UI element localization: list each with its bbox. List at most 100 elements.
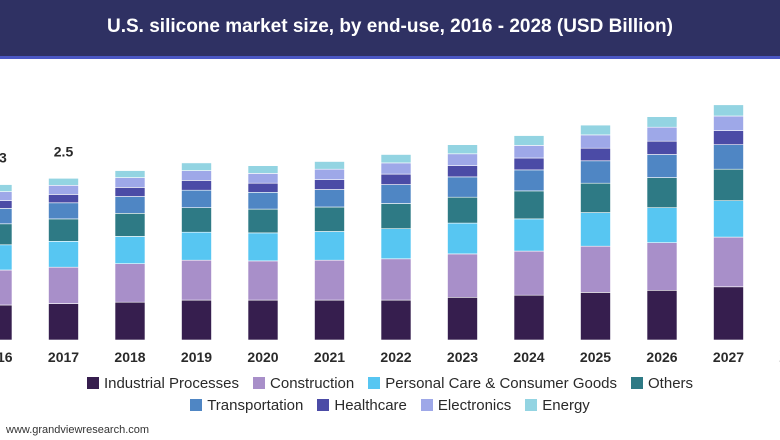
- bar-segment-2016-energy: [0, 184, 13, 192]
- legend-item-electronics: Electronics: [420, 396, 512, 414]
- bar-segment-2018-energy: [114, 170, 146, 178]
- legend-swatch-construction: [253, 377, 266, 389]
- source-credit: www.grandviewresearch.com: [6, 424, 150, 436]
- x-tick-label-2022: 2022: [380, 349, 411, 365]
- bar-segment-2020-personal-care-consumer-goods: [247, 232, 279, 262]
- bar-segment-2018-construction: [114, 263, 146, 303]
- bar-segment-2024-others: [513, 190, 545, 220]
- bar-segment-2025-industrial-processes: [580, 292, 611, 341]
- bar-segment-2016-healthcare: [0, 200, 13, 209]
- stacked-bar-chart: 2016 2.3 2017 2.5 2018 2019 2020 2021 2022 2023 20…: [0, 89, 780, 365]
- bar-segment-2017-transportation: [48, 202, 79, 220]
- bar-segment-2016-transportation: [0, 208, 13, 225]
- legend-label-electronics: Electronics: [437, 396, 512, 414]
- legend-label-healthcare: Healthcare: [334, 396, 407, 414]
- bar-segment-2024-healthcare: [513, 157, 545, 171]
- bar-segment-2022-construction: [380, 258, 412, 301]
- legend-item-healthcare: Healthcare: [317, 397, 407, 414]
- legend-label-others: Others: [648, 374, 694, 392]
- bar-segment-2019-construction: [181, 259, 212, 301]
- x-tick-label-2023: 2023: [447, 349, 478, 365]
- bar-segment-2018-others: [114, 213, 146, 237]
- bar-segment-2020-electronics: [247, 173, 279, 184]
- title-bar: U.S. silicone market size, by end-use, 2…: [0, 0, 780, 56]
- bar-segment-2019-industrial-processes: [181, 299, 212, 341]
- bar-segment-2025-energy: [580, 124, 611, 136]
- bar-segment-2020-healthcare: [247, 182, 279, 193]
- legend-swatch-electronics: [420, 399, 433, 411]
- bar-segment-2026-electronics: [646, 126, 678, 142]
- legend-item-construction: Construction: [253, 375, 354, 392]
- bar-segment-2022-personal-care-consumer-goods: [380, 228, 412, 260]
- bar-segment-2024-electronics: [513, 145, 545, 159]
- legend-item-others: Others: [631, 375, 693, 392]
- bar-segment-2027-construction: [713, 236, 744, 288]
- bar-segment-2021-personal-care-consumer-goods: [314, 231, 345, 261]
- legend-item-personal-care-consumer-goods: Personal Care & Consumer Goods: [368, 375, 617, 392]
- bar-segment-2025-personal-care-consumer-goods: [580, 212, 611, 247]
- bar-segment-2016-others: [0, 223, 13, 246]
- bar-segment-2016-personal-care-consumer-goods: [0, 244, 13, 271]
- bar-segment-2027-electronics: [713, 115, 744, 131]
- bar-segment-2026-industrial-processes: [646, 290, 678, 341]
- bar-segment-2026-energy: [646, 116, 678, 128]
- legend-label-personal-care-consumer-goods: Personal Care & Consumer Goods: [385, 374, 618, 392]
- bar-segment-2018-transportation: [114, 196, 146, 214]
- bar-segment-2027-others: [713, 168, 744, 201]
- data-label-2017: 2.5: [54, 143, 74, 159]
- legend-swatch-transportation: [190, 399, 203, 411]
- x-tick-label-2027: 2027: [713, 349, 744, 365]
- bar-segment-2016-industrial-processes: [0, 304, 13, 341]
- bar-segment-2017-energy: [48, 178, 79, 186]
- bar-segment-2024-energy: [513, 135, 545, 146]
- legend-swatch-personal-care-consumer-goods: [368, 377, 381, 389]
- bar-segment-2022-transportation: [380, 184, 412, 204]
- bar-segment-2025-electronics: [580, 134, 611, 149]
- bar-segment-2024-construction: [513, 250, 545, 296]
- bar-segment-2018-industrial-processes: [114, 301, 146, 341]
- bar-segment-2022-healthcare: [380, 173, 412, 185]
- bar-segment-2021-others: [314, 206, 345, 232]
- bar-segment-2027-energy: [713, 104, 744, 117]
- bar-segment-2026-transportation: [646, 154, 678, 178]
- legend-row-1: Industrial Processes Construction Personal…: [0, 372, 780, 394]
- bar-segment-2018-electronics: [114, 177, 146, 188]
- bar-segment-2026-construction: [646, 242, 678, 291]
- legend-item-industrial-processes: Industrial Processes: [86, 375, 239, 392]
- bar-segment-2024-industrial-processes: [513, 294, 545, 341]
- x-tick-label-2018: 2018: [114, 349, 145, 365]
- data-label-2016: 2.3: [0, 150, 7, 166]
- bar-segment-2026-others: [646, 177, 678, 208]
- bar-segment-2025-others: [580, 182, 611, 213]
- bar-segment-2024-transportation: [513, 169, 545, 192]
- bar-segment-2017-industrial-processes: [48, 303, 79, 341]
- bar-segment-2027-healthcare: [713, 130, 744, 145]
- bar-segment-2026-personal-care-consumer-goods: [646, 207, 678, 243]
- bar-segment-2019-transportation: [181, 189, 212, 208]
- bar-segment-2020-transportation: [247, 192, 279, 210]
- legend-label-construction: Construction: [270, 374, 355, 392]
- bar-segment-2021-industrial-processes: [314, 299, 345, 341]
- x-tick-label-2026: 2026: [646, 349, 677, 365]
- bar-segment-2017-electronics: [48, 185, 79, 195]
- bar-segment-2020-construction: [247, 260, 279, 301]
- legend-item-transportation: Transportation: [190, 397, 303, 414]
- bar-segment-2023-personal-care-consumer-goods: [447, 222, 478, 255]
- bar-segment-2020-others: [247, 208, 279, 234]
- bar-segment-2019-electronics: [181, 170, 212, 181]
- bar-segment-2024-personal-care-consumer-goods: [513, 218, 545, 252]
- bar-segment-2023-transportation: [447, 176, 478, 198]
- bar-segment-2025-healthcare: [580, 147, 611, 162]
- x-tick-label-2020: 2020: [247, 349, 278, 365]
- bar-segment-2022-electronics: [380, 162, 412, 175]
- x-tick-label-2019: 2019: [181, 349, 212, 365]
- bar-segment-2023-others: [447, 196, 478, 224]
- bar-segment-2023-energy: [447, 144, 478, 155]
- bar-segment-2021-energy: [314, 161, 345, 170]
- title-underline: [0, 56, 780, 59]
- legend-swatch-healthcare: [317, 399, 330, 411]
- bar-segment-2016-construction: [0, 269, 13, 306]
- bar-segment-2019-others: [181, 207, 212, 233]
- bar-segment-2021-transportation: [314, 189, 345, 208]
- x-tick-label-2024: 2024: [513, 349, 544, 365]
